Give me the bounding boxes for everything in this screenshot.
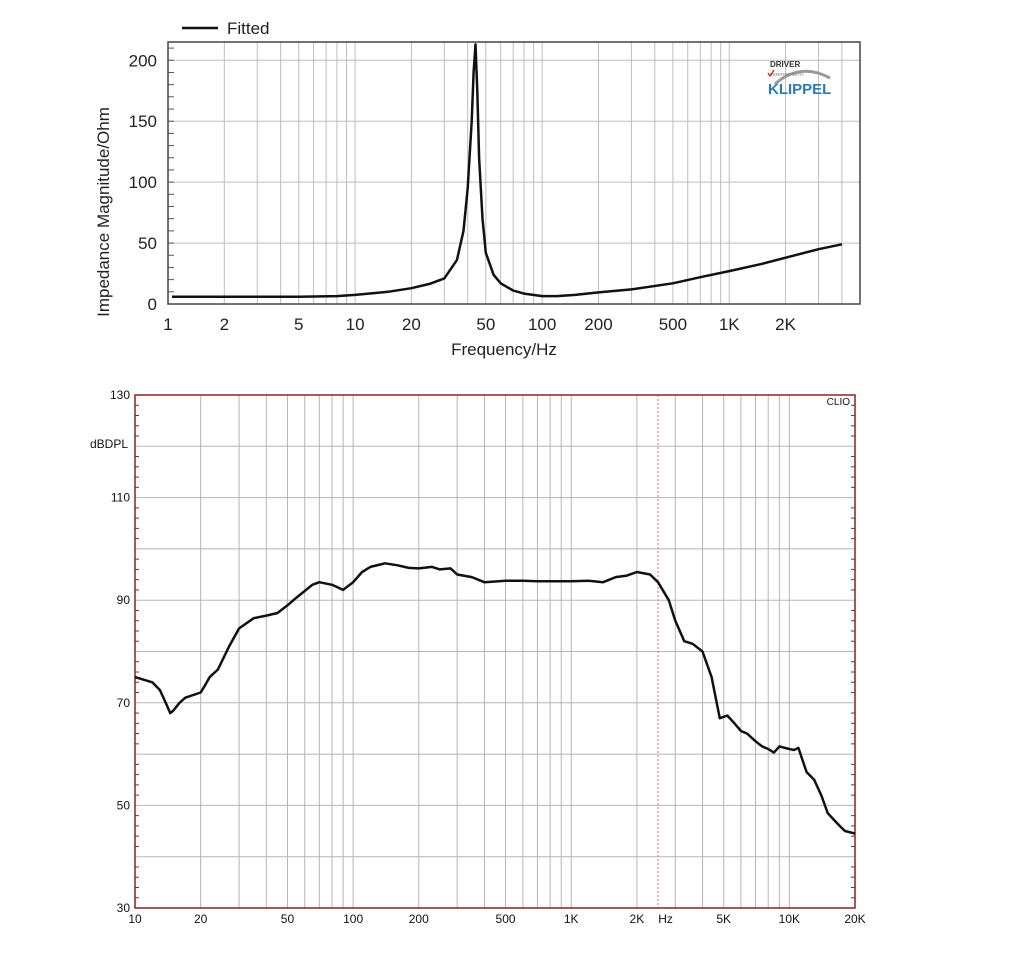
impedance-x-axis-label: Frequency/Hz	[451, 340, 557, 359]
impedance-x-tick-labels: 1 2 5 10 20 50 100 200 500 1K 2K	[163, 315, 796, 334]
response-corner-label: CLIO	[827, 397, 851, 408]
impedance-y-axis-label: Impedance Magnitude/Ohm	[94, 107, 113, 317]
impedance-x-tick-label: 2K	[775, 315, 796, 334]
response-x-tick-label: 200	[409, 912, 429, 926]
response-plot-frame	[134, 394, 856, 909]
response-y-tick-label: 110	[111, 491, 130, 505]
response-y-tick-label: 50	[117, 798, 131, 812]
impedance-x-tick-label: 500	[659, 315, 687, 334]
impedance-series-line-fitted	[172, 43, 843, 298]
impedance-x-tick-label: 10	[346, 315, 365, 334]
response-y-tick-label: 30	[117, 901, 131, 915]
response-series-line	[134, 562, 856, 835]
impedance-legend: Fitted	[182, 19, 270, 38]
response-y-tick-label: 130	[110, 388, 130, 402]
response-x-tick-label: 1K	[564, 912, 579, 926]
impedance-grid	[168, 42, 860, 304]
response-x-tick-label: 5K	[716, 912, 731, 926]
impedance-y-tick-label: 200	[129, 51, 157, 70]
impedance-chart: 1 2 5 10 20 50 100 200 500 1K 2K 0 50 100 150 200 Fitt…	[94, 19, 861, 359]
response-x-tick-label: 500	[496, 912, 516, 926]
response-x-tick-label: 2K	[630, 912, 645, 926]
response-x-unit-label: Hz	[658, 912, 673, 926]
impedance-series-group	[172, 43, 843, 298]
impedance-x-tick-label: 20	[402, 315, 421, 334]
response-x-tick-label: 10K	[779, 912, 800, 926]
impedance-y-tick-labels: 0 50 100 150 200	[129, 51, 157, 314]
response-y-tick-labels: 30 50 70 90 110 130	[110, 388, 130, 915]
impedance-x-tick-label: 1	[163, 315, 172, 334]
impedance-y-tick-label: 150	[129, 112, 157, 131]
response-grid	[135, 395, 855, 908]
impedance-x-tick-label: 100	[528, 315, 556, 334]
klippel-logo-check-icon	[767, 69, 775, 78]
response-chart: 10 20 50 100 200 500 1K 2K 5K 10K 20K 30 50 70 90 110 1…	[90, 388, 866, 926]
klippel-logo-line2: VERIFIED WITH	[770, 72, 804, 77]
impedance-plot-frame	[167, 41, 861, 305]
response-y-tick-label: 90	[117, 593, 131, 607]
impedance-y-tick-label: 0	[148, 295, 157, 314]
response-x-tick-label: 50	[281, 912, 295, 926]
response-y-tick-label: 70	[117, 696, 131, 710]
response-x-tick-label: 20	[194, 912, 208, 926]
impedance-x-tick-label: 1K	[719, 315, 740, 334]
klippel-logo-brand: KLIPPEL	[768, 81, 831, 98]
response-x-tick-labels: 10 20 50 100 200 500 1K 2K 5K 10K 20K	[128, 912, 865, 926]
impedance-x-tick-label: 50	[476, 315, 495, 334]
response-x-tick-label: 10	[128, 912, 142, 926]
legend-label-fitted: Fitted	[227, 19, 270, 38]
klippel-logo-line1: DRIVER	[770, 60, 800, 69]
klippel-logo: DRIVER VERIFIED WITH KLIPPEL	[767, 60, 831, 98]
response-series-group	[134, 562, 856, 835]
impedance-x-tick-label: 200	[584, 315, 612, 334]
response-x-tick-label: 100	[343, 912, 363, 926]
impedance-x-tick-label: 5	[294, 315, 303, 334]
impedance-y-tick-label: 100	[129, 173, 157, 192]
response-y-axis-label: dBDPL	[90, 437, 128, 451]
impedance-x-tick-label: 2	[220, 315, 229, 334]
response-x-tick-label: 20K	[844, 912, 865, 926]
impedance-y-tick-label: 50	[138, 234, 157, 253]
klippel-logo-swoosh	[774, 69, 831, 86]
